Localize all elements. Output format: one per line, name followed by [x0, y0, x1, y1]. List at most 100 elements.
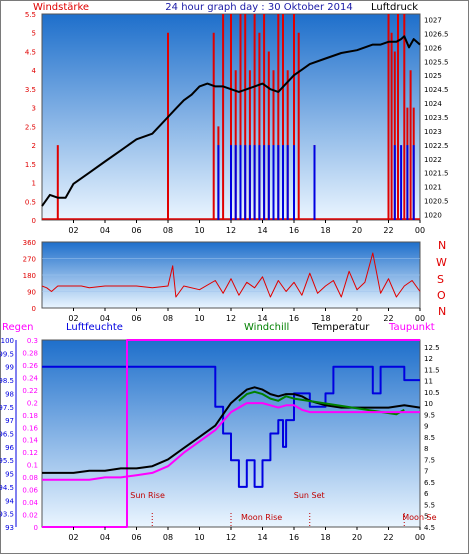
temperature-axis-tick-6: 7.5 — [424, 456, 435, 464]
panel-3-xtick-label-2: 06 — [131, 533, 141, 542]
panel-2-xtick-label-10: 22 — [383, 314, 393, 323]
rain-axis-tick-14: 0.28 — [22, 350, 38, 358]
panel-3-xtick-label-1: 04 — [100, 533, 110, 542]
temperature-axis-tick-2: 5.5 — [424, 502, 435, 510]
temperature-axis-tick-11: 10 — [424, 400, 433, 408]
temperature-axis-tick-12: 10.5 — [424, 389, 440, 397]
temperature-line — [42, 386, 421, 474]
humidity-axis-tick-6: 96 — [5, 444, 14, 452]
panel-1-xtick-label-10: 22 — [383, 226, 393, 235]
wind-axis-tick-0: 0 — [32, 217, 36, 225]
direction-label-n-top: N — [438, 239, 446, 252]
pressure-axis-tick-9: 1024.5 — [424, 86, 449, 94]
rain-axis-tick-4: 0.08 — [22, 474, 38, 482]
pressure-axis-tick-3: 1021.5 — [424, 170, 449, 178]
pressure-axis-tick-7: 1023.5 — [424, 114, 449, 122]
wind-axis-tick-6: 3 — [32, 105, 36, 113]
rain-axis-tick-6: 0.12 — [22, 449, 38, 457]
pressure-axis-tick-11: 1025.5 — [424, 58, 449, 66]
rain-axis-tick-8: 0.16 — [22, 424, 38, 432]
humidity-axis-tick-13: 99.5 — [0, 350, 14, 358]
header-title: 24 hour graph day : 30 Oktober 2014 — [165, 2, 352, 13]
humidity-axis-tick-1: 93.5 — [0, 511, 14, 519]
rain-axis-tick-12: 0.24 — [22, 374, 38, 382]
panel-3-xtick-label-0: 02 — [68, 533, 78, 542]
panel-2-xtick-label-0: 02 — [68, 314, 78, 323]
temperature-axis-tick-8: 8.5 — [424, 434, 435, 442]
humidity-axis-tick-3: 94.5 — [0, 484, 14, 492]
temperature-axis-tick-0: 4.5 — [424, 524, 435, 532]
direction-axis-tick-4: 360 — [23, 239, 36, 247]
rain-axis-tick-15: 0.3 — [27, 337, 38, 345]
legend-windchill: Windchill — [244, 322, 289, 333]
panel-2-xtick-label-3: 08 — [163, 314, 173, 323]
legend-temperatur: Temperatur — [311, 322, 370, 333]
temperature-axis-tick-14: 11.5 — [424, 366, 440, 374]
direction-line — [41, 252, 421, 298]
panel-1-xtick-label-0: 02 — [68, 226, 78, 235]
rain-axis-tick-2: 0.04 — [22, 499, 38, 507]
panel-2-xtick-label-2: 06 — [131, 314, 141, 323]
legend-luftfeuchte: Luftfeuchte — [66, 322, 123, 333]
panel-2-xtick-label-8: 18 — [320, 314, 330, 323]
panel-1-xtick-label-6: 14 — [257, 226, 267, 235]
panel-3-xtick-label-11: 00 — [415, 533, 425, 542]
annotation-sun-set: Sun Set — [294, 491, 325, 500]
humidity-axis-tick-14: 100 — [1, 337, 14, 345]
humidity-axis-tick-9: 97.5 — [0, 404, 14, 412]
rain-axis-tick-7: 0.14 — [22, 437, 38, 445]
wind-axis-tick-1: 0.5 — [25, 198, 36, 206]
panel-1-xtick-label-9: 20 — [352, 226, 362, 235]
direction-label-s: S — [437, 273, 444, 286]
humidity-axis-tick-5: 95.5 — [0, 457, 14, 465]
temperature-axis-tick-1: 5 — [424, 513, 428, 521]
wind-axis-tick-10: 5 — [32, 30, 36, 38]
humidity-axis-tick-12: 99 — [5, 364, 14, 372]
panel-3-xtick-label-7: 16 — [289, 533, 299, 542]
panel-3-xtick-label-6: 14 — [257, 533, 267, 542]
temperature-axis-tick-13: 11 — [424, 378, 433, 386]
header-right-label: Luftdruck — [371, 2, 418, 13]
direction-label-w: W — [436, 256, 447, 269]
humidity-axis-tick-2: 94 — [5, 497, 14, 505]
panel-1-xtick-label-7: 16 — [289, 226, 299, 235]
panel-1-xtick-label-5: 12 — [226, 226, 236, 235]
humidity-axis-tick-0: 93 — [5, 524, 14, 532]
pressure-axis-tick-10: 1025 — [424, 72, 442, 80]
humidity-axis-tick-10: 98 — [5, 390, 14, 398]
pressure-axis-tick-1: 1020.5 — [424, 198, 449, 206]
panel-3-xtick-label-8: 18 — [320, 533, 330, 542]
humidity-line — [42, 365, 420, 488]
wind-axis-tick-2: 1 — [32, 180, 36, 188]
legend-regen: Regen — [2, 322, 34, 333]
panel-1-xtick-label-8: 18 — [320, 226, 330, 235]
windchill-line — [238, 390, 405, 416]
pressure-axis-tick-12: 1026 — [424, 44, 442, 52]
panel-3-xtick-label-5: 12 — [226, 533, 236, 542]
panel-2-xtick-label-6: 14 — [257, 314, 267, 323]
rain-axis-tick-9: 0.18 — [22, 412, 38, 420]
direction-label-o: O — [437, 289, 446, 302]
panel-3-xtick-label-3: 08 — [163, 533, 173, 542]
direction-axis-tick-0: 0 — [32, 305, 36, 313]
temperature-axis-tick-4: 6.5 — [424, 479, 435, 487]
humidity-axis-tick-11: 98.5 — [0, 377, 14, 385]
rain-axis-tick-13: 0.26 — [22, 362, 38, 370]
panel-1-xtick-label-4: 10 — [194, 226, 204, 235]
legend-taupunkt: Taupunkt — [388, 322, 435, 333]
panel-2-xtick-label-9: 20 — [352, 314, 362, 323]
temperature-axis-tick-10: 9.5 — [424, 411, 435, 419]
rain-axis-tick-10: 0.2 — [27, 399, 38, 407]
panel-2-xtick-label-11: 00 — [415, 314, 425, 323]
rain-axis-tick-5: 0.1 — [27, 462, 38, 470]
wind-axis-tick-9: 4.5 — [25, 49, 36, 57]
panel-3-xtick-label-10: 22 — [383, 533, 393, 542]
wind-axis-tick-11: 5.5 — [25, 11, 36, 19]
chart-marks: 00.511.522.533.544.555.510201020.5102110… — [0, 11, 449, 542]
direction-label-n-bottom: N — [438, 305, 446, 318]
pressure-line — [41, 35, 421, 207]
panel-3-xtick-label-9: 20 — [352, 533, 362, 542]
pressure-axis-tick-14: 1027 — [424, 17, 442, 25]
